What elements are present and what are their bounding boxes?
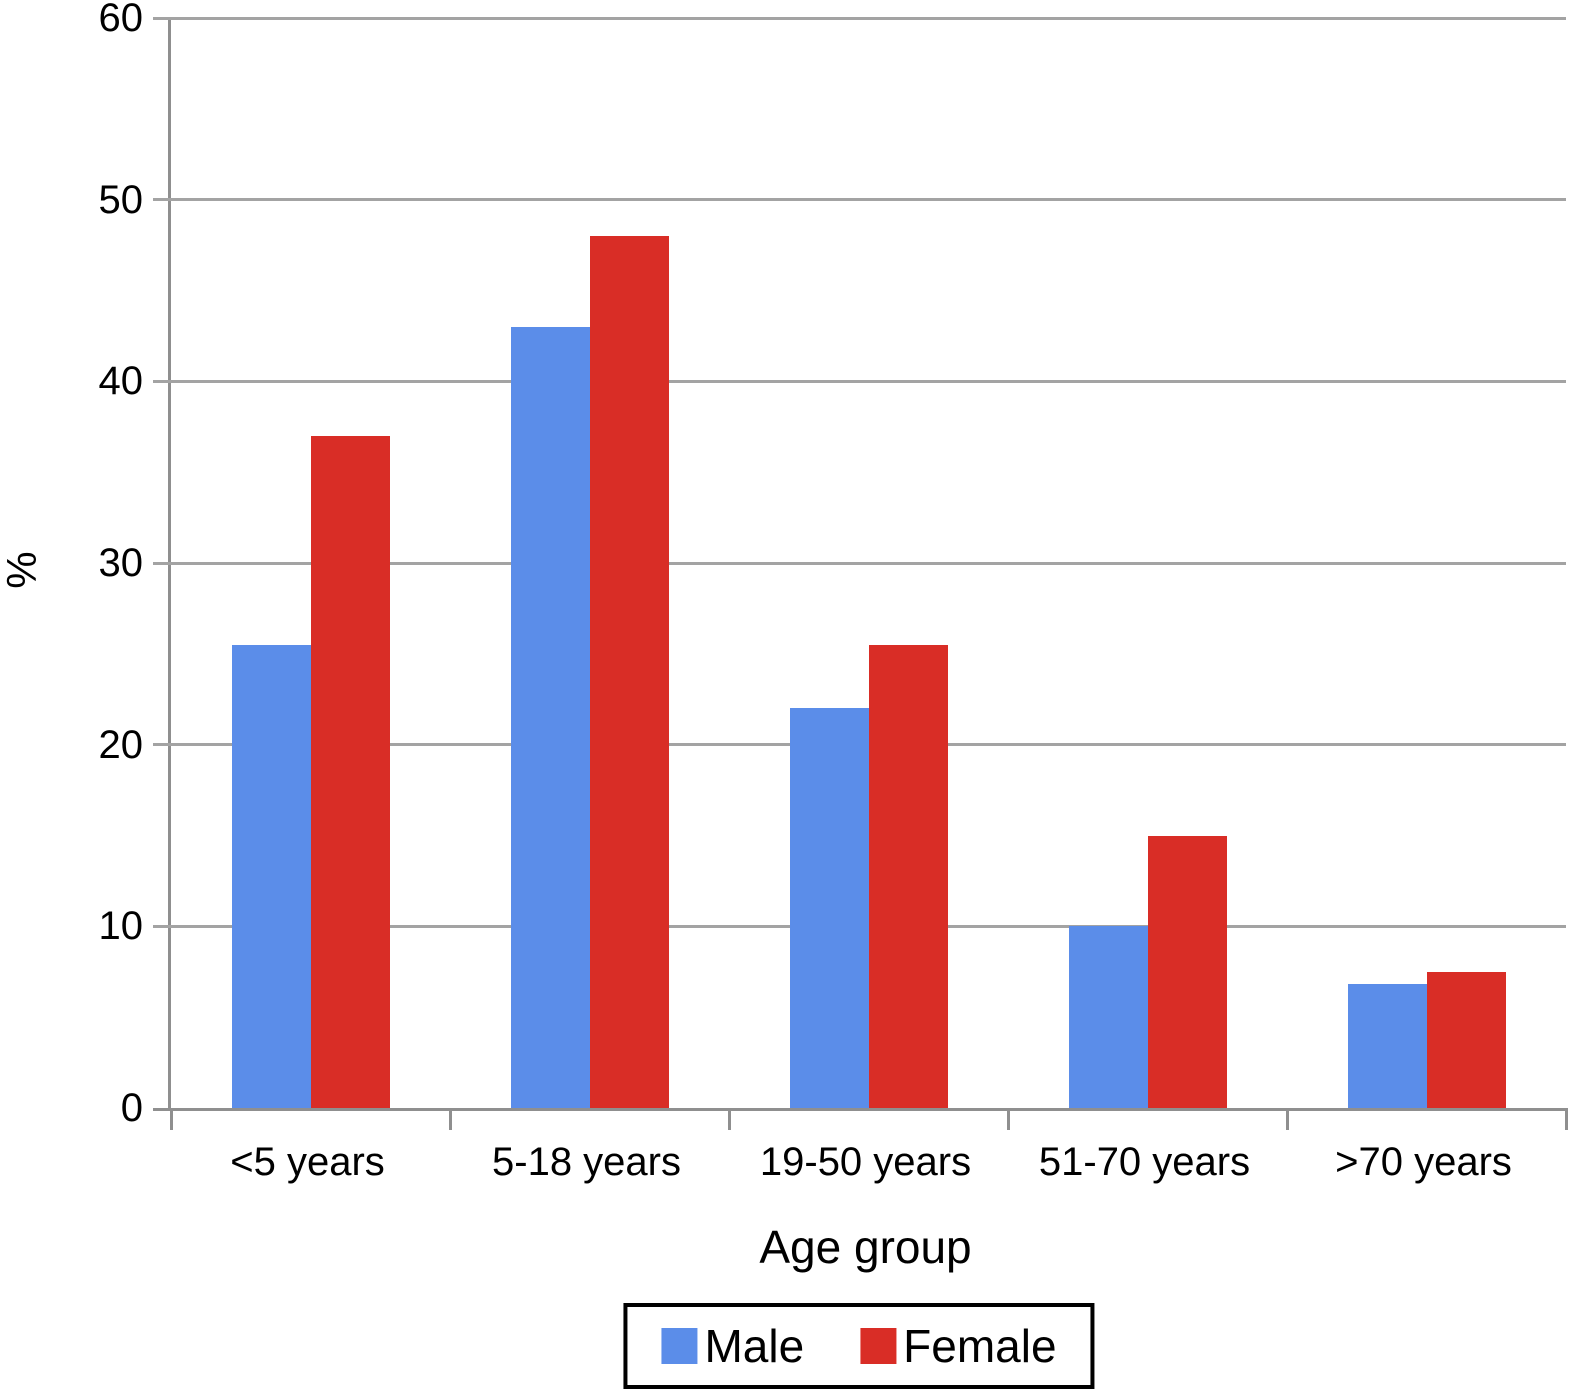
y-tick-0 xyxy=(153,1108,171,1111)
x-tick-label-4: 51-70 years xyxy=(1038,1140,1251,1184)
y-tick-label-60: 60 xyxy=(98,0,144,40)
x-tick-4 xyxy=(1285,1108,1289,1130)
bar-male-70years xyxy=(1347,984,1427,1108)
plot-area: 0 10 20 30 40 50 60 xyxy=(99,0,1568,1130)
bar-female-5170years xyxy=(1147,835,1227,1108)
y-tick-label-0: 0 xyxy=(120,1086,143,1130)
y-tick-label-10: 10 xyxy=(98,904,144,949)
bar-female-5years xyxy=(310,435,390,1108)
x-tick-5 xyxy=(1564,1108,1568,1130)
x-tick-3 xyxy=(1006,1108,1010,1130)
bar-female-70years xyxy=(1426,971,1506,1108)
bar-male-1950years xyxy=(789,708,869,1108)
bar-male-5years xyxy=(231,644,311,1108)
x-tick-label-3: 19-50 years xyxy=(759,1140,972,1184)
bar-male-5170years xyxy=(1068,926,1148,1108)
x-axis-tick-labels: <5 years 5-18 years 19-50 years 51-70 years… xyxy=(168,1140,1563,1185)
legend-label-male: Male xyxy=(704,1320,805,1372)
gridline-30 xyxy=(153,561,1566,565)
x-tick-label-2: 5-18 years xyxy=(492,1140,681,1184)
bar-male-518years xyxy=(510,326,590,1108)
x-tick-label-5: >70 years xyxy=(1335,1140,1512,1184)
x-axis-title: Age group xyxy=(759,1221,972,1273)
bar-female-1950years xyxy=(868,644,948,1108)
gridline-60 xyxy=(153,16,1566,20)
y-tick-label-20: 20 xyxy=(98,722,144,767)
legend-item-female: Female xyxy=(860,1319,1057,1373)
gridline-40 xyxy=(153,379,1566,383)
legend: Male Female xyxy=(623,1303,1095,1389)
y-axis-title: % xyxy=(0,551,45,589)
legend-item-male: Male xyxy=(661,1319,804,1373)
x-tick-2 xyxy=(727,1108,731,1130)
legend-label-female: Female xyxy=(903,1320,1057,1372)
y-tick-label-40: 40 xyxy=(98,359,144,404)
x-tick-1 xyxy=(448,1108,452,1130)
bar-female-518years xyxy=(589,236,669,1108)
female-legend-swatch xyxy=(860,1328,897,1364)
y-tick-label-30: 30 xyxy=(98,541,144,585)
male-legend-swatch xyxy=(661,1328,698,1364)
y-tick-label-50: 50 xyxy=(98,177,144,222)
x-tick-0 xyxy=(169,1108,173,1130)
x-tick-label-1: <5 years xyxy=(230,1140,385,1184)
gridline-50 xyxy=(153,198,1566,202)
